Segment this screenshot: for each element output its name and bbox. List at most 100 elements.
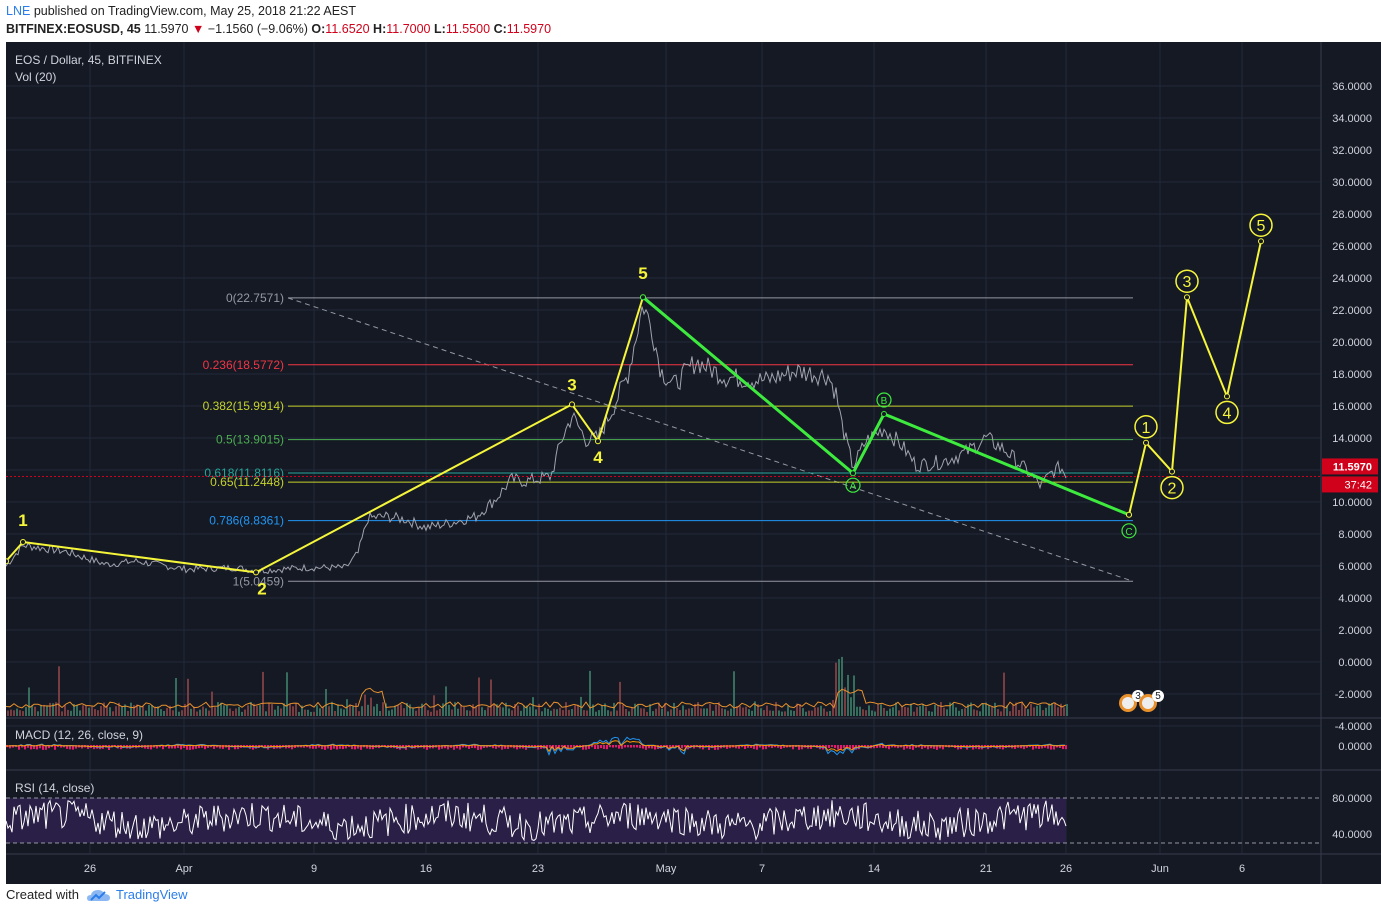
macd-histogram-bar: [174, 745, 176, 749]
volume-bar: [817, 707, 819, 716]
published-text: published on TradingView.com, May 25, 20…: [33, 4, 357, 18]
macd-histogram-bar: [81, 745, 83, 749]
volume-bar: [886, 710, 888, 716]
macd-histogram-bar: [627, 745, 629, 748]
low-label: L:: [434, 22, 446, 36]
price-axis-tick: 16.0000: [1332, 401, 1372, 413]
macd-histogram-bar: [315, 745, 317, 749]
macd-histogram-bar: [483, 745, 485, 749]
volume-bar: [856, 706, 858, 716]
macd-histogram-bar: [825, 745, 827, 749]
macd-histogram-bar: [1026, 745, 1028, 748]
volume-bar: [226, 705, 228, 716]
macd-histogram-bar: [738, 745, 740, 749]
macd-histogram-bar: [42, 745, 44, 750]
volume-bar: [106, 705, 108, 716]
price-axis-tick: 6.0000: [1338, 561, 1372, 573]
price-axis-tick: 28.0000: [1332, 209, 1372, 221]
projection-label: 1: [1142, 420, 1151, 437]
volume-bar: [487, 707, 489, 716]
volume-bar: [388, 710, 390, 716]
volume-bar: [964, 708, 966, 716]
volume-bar: [862, 709, 864, 716]
chart-area[interactable]: 0(22.7571) 0.236(18.5772) 0.382(15.9914) 0.…: [6, 42, 1381, 884]
macd-histogram-bar: [507, 745, 509, 750]
volume-bar: [187, 678, 189, 716]
volume-bar: [949, 702, 951, 716]
tradingview-link[interactable]: TradingView: [116, 887, 188, 902]
volume-bar: [808, 710, 810, 716]
volume-bar: [934, 704, 936, 716]
volume-bar: [568, 709, 570, 716]
macd-histogram-bar: [831, 745, 833, 748]
macd-histogram-bar: [846, 745, 848, 749]
macd-histogram-bar: [777, 745, 779, 748]
change-value: −1.1560 (−9.06%): [207, 22, 308, 36]
price-chart[interactable]: 0(22.7571) 0.236(18.5772) 0.382(15.9914) 0.…: [6, 42, 1381, 884]
volume-bar: [625, 709, 627, 716]
volume-bar: [319, 708, 321, 716]
price-axis-tick: -2.0000: [1335, 689, 1372, 701]
price-axis-tick: -4.0000: [1335, 721, 1372, 733]
macd-histogram-bar: [309, 745, 311, 749]
volume-bar: [178, 711, 180, 716]
volume-bar: [745, 706, 747, 716]
macd-histogram-bar: [759, 745, 761, 748]
macd-histogram-bar: [159, 745, 161, 748]
volume-bar: [424, 706, 426, 716]
volume-bar: [748, 709, 750, 716]
macd-histogram-bar: [471, 745, 473, 749]
volume-bar: [493, 704, 495, 716]
event-badge-count[interactable]: 5: [1155, 691, 1161, 702]
volume-bar: [412, 708, 414, 716]
volume-bar: [622, 704, 624, 716]
volume-bar: [160, 709, 162, 716]
volume-bar: [538, 703, 540, 716]
macd-histogram-bar: [342, 745, 344, 750]
volume-bar: [571, 709, 573, 716]
volume-bar: [379, 711, 381, 716]
volume-bar: [256, 705, 258, 716]
macd-histogram-bar: [582, 745, 584, 750]
volume-bar: [898, 710, 900, 716]
volume-bar: [298, 711, 300, 716]
volume-bar: [460, 705, 462, 716]
macd-histogram-bar: [525, 745, 527, 750]
volume-bar: [214, 707, 216, 716]
price-axis-tick: 24.0000: [1332, 273, 1372, 285]
volume-bar: [706, 708, 708, 716]
volume-bar: [565, 702, 567, 716]
macd-histogram-bar: [555, 745, 557, 749]
volume-bar: [490, 679, 492, 716]
macd-histogram-bar: [30, 745, 32, 750]
macd-histogram-bar: [156, 745, 158, 749]
macd-axis-tick: 0.0000: [1338, 741, 1372, 753]
event-badge-count[interactable]: 3: [1135, 691, 1141, 702]
volume-bar: [676, 707, 678, 716]
volume-bar: [28, 687, 30, 716]
author-link[interactable]: LNE: [6, 4, 31, 18]
volume-bar: [532, 697, 534, 716]
volume-bar: [853, 675, 855, 716]
volume-bar: [793, 710, 795, 716]
macd-histogram-bar: [939, 745, 941, 749]
macd-histogram-bar: [66, 745, 68, 749]
macd-histogram-bar: [330, 745, 332, 750]
fib-level-label: 0(22.7571): [226, 291, 284, 305]
macd-histogram-bar: [234, 745, 236, 750]
macd-histogram-bar: [735, 745, 737, 749]
volume-bar: [1009, 711, 1011, 716]
macd-histogram-bar: [369, 745, 371, 750]
wave-point: [569, 401, 575, 408]
macd-histogram-bar: [438, 745, 440, 750]
volume-bar: [241, 711, 243, 716]
footer: Created with TradingView: [0, 884, 1381, 912]
volume-bar: [877, 704, 879, 716]
macd-histogram-bar: [1047, 745, 1049, 749]
volume-bar: [700, 708, 702, 716]
volume-bar: [727, 710, 729, 716]
wave-point: [1184, 294, 1190, 301]
volume-bar: [574, 705, 576, 716]
volume-bar: [715, 705, 717, 716]
volume-bar: [1000, 711, 1002, 716]
